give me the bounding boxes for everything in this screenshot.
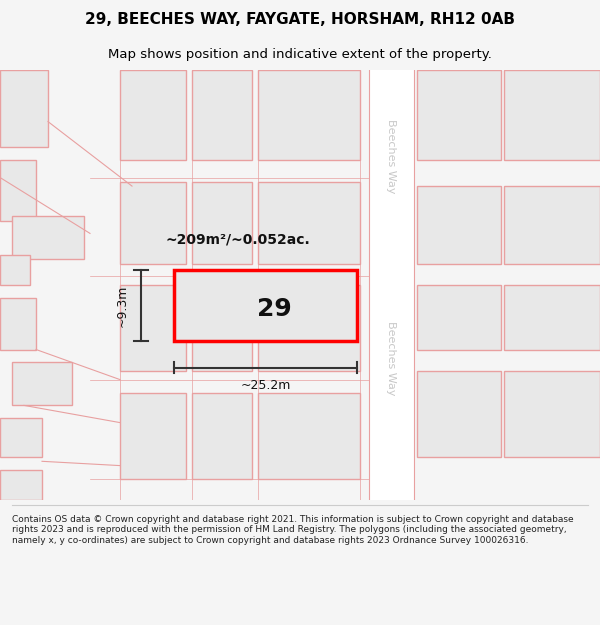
Bar xyxy=(192,392,252,479)
Bar xyxy=(369,70,414,500)
Bar xyxy=(192,182,252,264)
Bar xyxy=(504,70,600,160)
Bar xyxy=(0,70,48,148)
Text: 29, BEECHES WAY, FAYGATE, HORSHAM, RH12 0AB: 29, BEECHES WAY, FAYGATE, HORSHAM, RH12 … xyxy=(85,12,515,27)
Text: Beeches Way: Beeches Way xyxy=(386,321,397,396)
Bar xyxy=(120,182,186,264)
Bar xyxy=(0,470,42,500)
Text: ~25.2m: ~25.2m xyxy=(241,379,290,392)
Bar xyxy=(504,371,600,457)
Bar xyxy=(192,285,252,371)
Bar xyxy=(174,270,357,341)
Bar xyxy=(258,392,360,479)
Bar xyxy=(0,255,30,285)
Text: Map shows position and indicative extent of the property.: Map shows position and indicative extent… xyxy=(108,48,492,61)
Bar xyxy=(258,285,360,371)
Text: Contains OS data © Crown copyright and database right 2021. This information is : Contains OS data © Crown copyright and d… xyxy=(12,515,574,545)
Bar xyxy=(417,70,501,160)
Bar xyxy=(417,186,501,264)
Bar xyxy=(120,285,186,371)
Bar xyxy=(417,285,501,349)
Bar xyxy=(120,70,186,160)
Text: ~209m²/~0.052ac.: ~209m²/~0.052ac. xyxy=(166,233,310,247)
Text: 29: 29 xyxy=(257,297,292,321)
Bar xyxy=(12,362,72,406)
Bar xyxy=(258,70,360,160)
Bar xyxy=(417,371,501,457)
Bar xyxy=(12,216,84,259)
Bar xyxy=(120,392,186,479)
Bar xyxy=(504,285,600,349)
Text: Beeches Way: Beeches Way xyxy=(386,119,397,193)
Bar xyxy=(0,298,36,349)
Bar xyxy=(0,418,42,457)
Bar xyxy=(0,160,36,221)
Bar xyxy=(192,70,252,160)
Bar xyxy=(504,186,600,264)
Text: ~9.3m: ~9.3m xyxy=(115,284,128,327)
Bar xyxy=(258,182,360,264)
